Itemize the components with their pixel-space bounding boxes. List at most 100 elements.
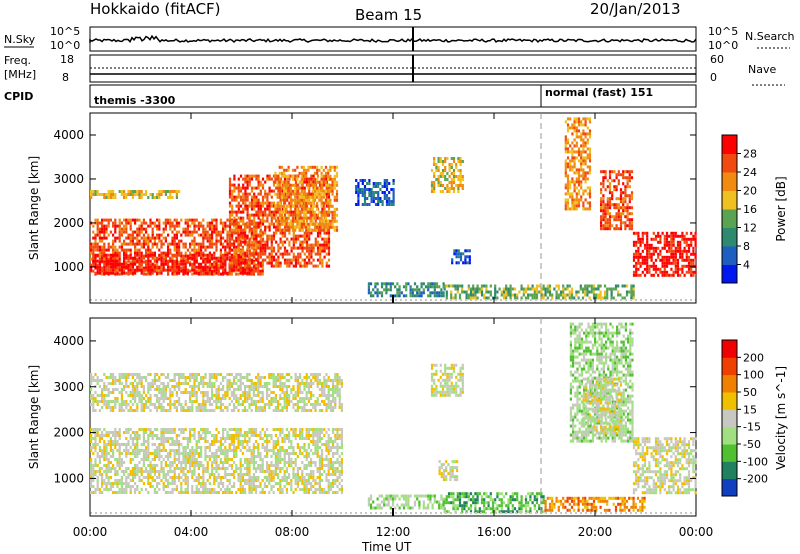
heatmap-cell (257, 234, 260, 238)
heatmap-cell (520, 284, 523, 288)
heatmap-cell (513, 293, 517, 297)
heatmap-cell (604, 173, 607, 177)
heatmap-cell (575, 117, 578, 121)
heatmap-cell (250, 240, 254, 244)
heatmap-cell (294, 213, 298, 217)
heatmap-cell (147, 476, 150, 479)
heatmap-cell (114, 473, 117, 476)
heatmap-cell (180, 266, 183, 270)
heatmap-cell (142, 242, 145, 246)
heatmap-cell (90, 434, 93, 437)
heatmap-cell (374, 203, 378, 206)
heatmap-cell (648, 252, 651, 256)
heatmap-cell (600, 200, 603, 204)
heatmap-cell (305, 174, 308, 178)
heatmap-cell (580, 174, 583, 178)
heatmap-cell (564, 165, 567, 169)
heatmap-cell (433, 288, 436, 292)
heatmap-cell (184, 257, 187, 261)
heatmap-cell (246, 192, 249, 196)
heatmap-cell (167, 485, 170, 488)
heatmap-cell (118, 230, 121, 234)
heatmap-cell (182, 428, 185, 431)
heatmap-cell (164, 193, 167, 196)
heatmap-cell (280, 174, 284, 178)
heatmap-cell (292, 210, 295, 214)
heatmap-cell (169, 452, 172, 455)
heatmap-cell (301, 258, 304, 262)
heatmap-cell (219, 461, 222, 464)
heatmap-cell (635, 261, 638, 265)
heatmap-cell (101, 224, 104, 228)
heatmap-cell (235, 222, 238, 226)
heatmap-cell (129, 242, 132, 246)
heatmap-cell (222, 485, 225, 488)
heatmap-cell (112, 248, 115, 252)
heatmap-cell (136, 257, 139, 261)
heatmap-cell (138, 190, 141, 193)
heatmap-cell (244, 440, 247, 443)
heatmap-cell (290, 213, 293, 217)
heatmap-cell (92, 443, 95, 446)
heatmap-cell (283, 207, 286, 211)
heatmap-cell (582, 147, 585, 151)
heatmap-cell (409, 285, 412, 289)
heatmap-cell (103, 470, 106, 473)
heatmap-cell (250, 195, 254, 199)
heatmap-cell (261, 201, 265, 205)
heatmap-cell (335, 192, 339, 196)
heatmap-cell (239, 470, 242, 473)
heatmap-cell (300, 204, 303, 208)
heatmap-cell (312, 246, 315, 250)
heatmap-cell (162, 443, 165, 446)
heatmap-cell (685, 255, 688, 259)
heatmap-cell (162, 227, 165, 231)
heatmap-cell (502, 296, 506, 300)
y-axis-label: Slant Range [km] (27, 156, 41, 260)
heatmap-cell (635, 264, 638, 268)
heatmap-cell (575, 129, 578, 133)
heatmap-cell (324, 225, 328, 229)
heatmap-cell (182, 455, 185, 458)
heatmap-cell (138, 491, 141, 494)
heatmap-cell (219, 221, 222, 225)
heatmap-cell (206, 221, 209, 225)
heatmap-cell (164, 259, 167, 263)
heatmap-cell (116, 458, 119, 461)
heatmap-cell (641, 258, 644, 262)
heatmap-cell (101, 272, 104, 276)
heatmap-cell (274, 174, 277, 178)
heatmap-cell (608, 287, 611, 291)
heatmap-cell (459, 252, 463, 256)
heatmap-cell (169, 242, 172, 246)
heatmap-cell (237, 440, 240, 443)
heatmap-cell (129, 260, 132, 264)
heatmap-cell (502, 290, 506, 294)
heatmap-cell (573, 126, 576, 130)
heatmap-cell (149, 265, 152, 269)
heatmap-cell (147, 268, 150, 272)
heatmap-cell (173, 467, 176, 470)
heatmap-cell (468, 249, 471, 253)
heatmap-cell (101, 482, 104, 485)
heatmap-cell (630, 290, 633, 294)
heatmap-cell (694, 264, 697, 268)
heatmap-cell (114, 491, 117, 494)
heatmap-cell (90, 473, 93, 476)
heatmap-cell (294, 210, 297, 214)
heatmap-cell (324, 228, 328, 232)
heatmap-cell (101, 485, 104, 488)
heatmap-cell (573, 123, 576, 127)
heatmap-cell (286, 204, 289, 208)
heatmap-cell (569, 186, 572, 190)
heatmap-cell (160, 253, 163, 257)
heatmap-cell (147, 236, 150, 240)
heatmap-cell (147, 491, 150, 494)
heatmap-cell (94, 239, 97, 243)
heatmap-cell (120, 485, 123, 488)
heatmap-cell (226, 485, 229, 488)
heatmap-cell (184, 491, 187, 494)
heatmap-cell (224, 455, 227, 458)
date-title: 20/Jan/2013 (590, 0, 681, 18)
heatmap-cell (632, 252, 636, 256)
